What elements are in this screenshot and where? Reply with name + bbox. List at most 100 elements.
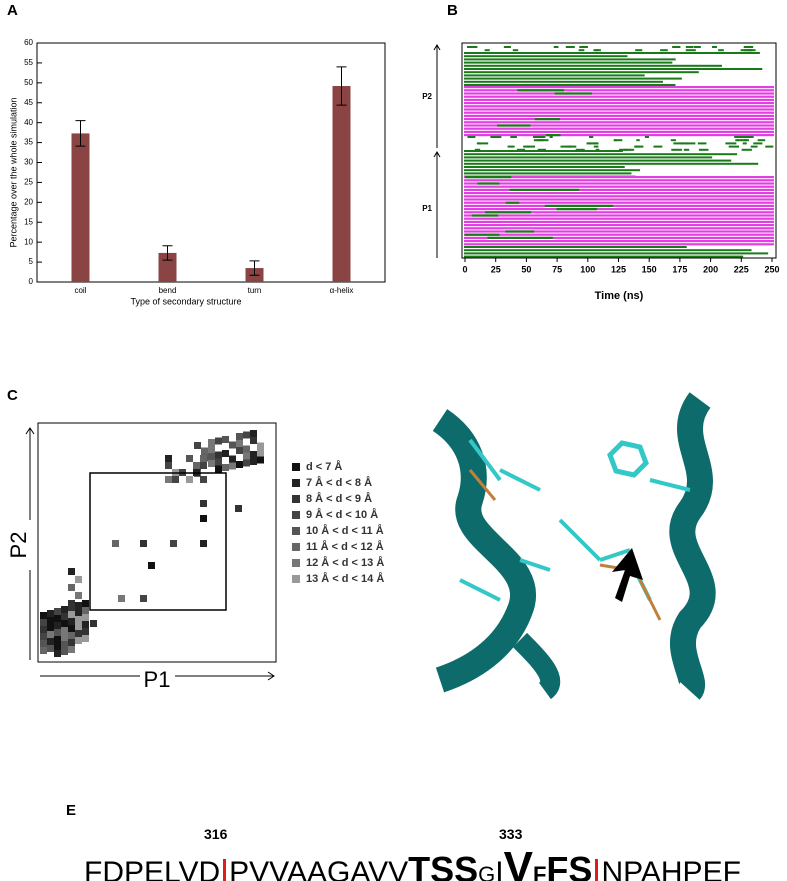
- legend-label: 10 Å < d < 11 Å: [306, 524, 384, 537]
- raster-stripe: [516, 148, 526, 151]
- legend-label: 12 Å < d < 13 Å: [306, 556, 384, 569]
- contact-cell: [82, 600, 89, 607]
- y-tick-label: 60: [24, 38, 33, 47]
- contact-cell: [208, 453, 215, 460]
- raster-stripe: [464, 52, 760, 54]
- raster-stripe: [743, 139, 747, 142]
- raster-stripe: [507, 145, 515, 148]
- raster-stripe: [464, 159, 732, 162]
- contact-cell: [186, 476, 193, 483]
- axis-label: P2: [6, 532, 31, 559]
- raster-stripe: [575, 148, 585, 151]
- contact-cell: [54, 650, 61, 657]
- raster-stripe: [464, 92, 774, 95]
- contact-cell: [75, 609, 82, 616]
- raster-stripe: [464, 89, 774, 92]
- contact-cell: [40, 640, 47, 647]
- x-tick-label: 175: [672, 264, 687, 274]
- raster-stripe: [741, 148, 752, 151]
- panel-label: E: [66, 802, 76, 819]
- legend-swatch: [292, 559, 300, 567]
- raster-stripe: [536, 136, 546, 138]
- raster-stripe: [685, 142, 696, 145]
- contact-cell: [47, 610, 54, 617]
- legend-swatch: [292, 495, 300, 503]
- raster-stripe: [464, 55, 628, 58]
- raster-stripe: [464, 130, 774, 133]
- contact-cell: [165, 476, 172, 483]
- contact-cell: [215, 458, 222, 466]
- residue-number: 316: [204, 826, 228, 842]
- legend-swatch: [292, 479, 300, 487]
- raster-stripe: [512, 49, 519, 52]
- raster-stripe: [464, 84, 676, 86]
- bar: [71, 133, 90, 282]
- raster-stripe: [593, 145, 599, 148]
- contact-cell: [90, 620, 97, 627]
- contact-cell: [68, 584, 75, 591]
- raster-stripe: [464, 74, 645, 77]
- raster-stripe: [579, 46, 588, 48]
- contact-cell: [75, 616, 82, 623]
- y-tick-label: 10: [24, 237, 33, 246]
- sequence-segment: FS: [546, 849, 593, 881]
- raster-stripe: [464, 176, 774, 179]
- row-arrow: [433, 44, 441, 148]
- raster-stripe: [693, 46, 701, 48]
- x-tick-label: 200: [703, 264, 718, 274]
- contact-cell: [68, 611, 75, 618]
- raster-stripe: [464, 233, 774, 236]
- raster-stripe: [464, 252, 769, 255]
- contact-cell: [165, 462, 172, 469]
- raster-stripe: [613, 139, 623, 142]
- raster-stripe: [728, 145, 740, 148]
- contact-cell: [236, 440, 243, 447]
- raster-stripe: [697, 142, 707, 145]
- raster-stripe: [683, 148, 690, 151]
- contact-cell: [54, 622, 61, 629]
- raster-stripe: [464, 195, 774, 198]
- contact-cell: [170, 540, 177, 547]
- molecule-image: [432, 385, 787, 700]
- raster-stripe: [467, 46, 478, 48]
- sequence-segment: FDPELVD: [84, 856, 221, 881]
- raster-stripe: [526, 145, 536, 148]
- raster-stripe: [545, 134, 561, 137]
- raster-stripe: [464, 188, 774, 191]
- raster-stripe: [464, 153, 738, 156]
- contact-cell: [208, 446, 215, 453]
- raster-stripe: [464, 227, 774, 230]
- x-tick-label: 125: [611, 264, 626, 274]
- contact-cell: [172, 476, 179, 483]
- contact-cell: [61, 634, 68, 641]
- raster-stripe: [464, 118, 774, 121]
- x-tick-label: bend: [159, 286, 177, 295]
- row-label: P1: [422, 204, 432, 213]
- raster-stripe: [635, 49, 643, 52]
- sequence-segment: PVVAAGAVV: [229, 856, 409, 881]
- contact-cell: [236, 447, 243, 454]
- raster-stripe: [464, 80, 663, 83]
- raster-stripe: [464, 240, 774, 243]
- contact-cell: [82, 607, 89, 614]
- raster-stripe: [464, 217, 774, 220]
- y-tick-label: 45: [24, 98, 33, 107]
- contact-cell: [200, 515, 207, 522]
- raster-stripe: [464, 192, 774, 195]
- raster-stripe: [464, 220, 774, 223]
- raster-stripe: [718, 49, 724, 52]
- raster-stripe: [753, 142, 763, 145]
- contact-cell: [201, 447, 208, 455]
- contact-cell: [61, 641, 68, 648]
- raster-stripe: [464, 230, 774, 233]
- raster-stripe: [474, 148, 481, 151]
- error-bar: [249, 260, 260, 276]
- raster-stripe: [742, 142, 747, 145]
- y-tick-label: 55: [24, 58, 33, 67]
- legend-label: 9 Å < d < 10 Å: [306, 508, 378, 521]
- raster-stripe: [478, 142, 489, 145]
- raster-stripe: [464, 185, 774, 188]
- contact-cell: [229, 462, 236, 470]
- contact-cell: [68, 639, 75, 646]
